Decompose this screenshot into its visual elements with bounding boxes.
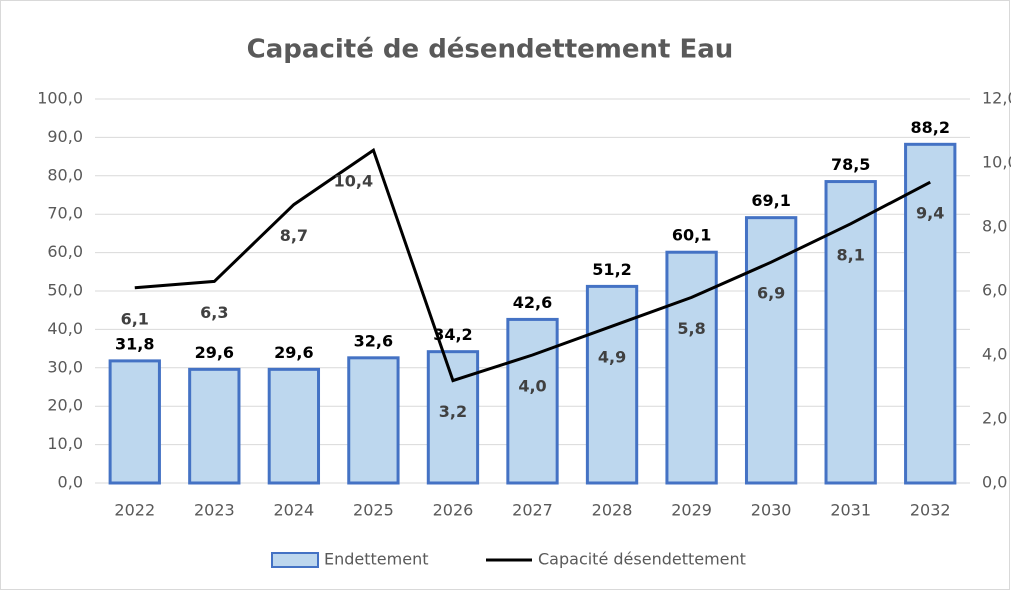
- legend-swatch: [271, 552, 319, 568]
- x-tick-label: 2022: [114, 501, 155, 520]
- bar: [824, 180, 877, 485]
- x-tick-label: 2028: [592, 501, 633, 520]
- line: [134, 147, 931, 383]
- line-value-label: 5,8: [677, 319, 705, 338]
- bar: [506, 317, 559, 485]
- x-tick-label: 2027: [512, 501, 553, 520]
- bar-value-label: 69,1: [751, 191, 790, 210]
- bar: [188, 367, 241, 485]
- x-tick-label: 2026: [433, 501, 474, 520]
- y2-tick-label: 2,0: [982, 409, 1007, 428]
- bar-value-label: 60,1: [672, 226, 711, 245]
- x-tick-label: 2023: [194, 501, 235, 520]
- bar: [426, 350, 480, 485]
- x-tick-label: 2031: [830, 501, 871, 520]
- y2-tick-label: 12,0: [982, 89, 1011, 108]
- x-tick-label: 2025: [353, 501, 394, 520]
- bar-value-label: 42,6: [513, 293, 552, 312]
- bar-value-label: 51,2: [592, 260, 631, 279]
- bar-value-label: 29,6: [195, 343, 234, 362]
- legend-label: Endettement: [324, 550, 428, 569]
- y-tick-label: 80,0: [47, 165, 83, 184]
- y2-tick-label: 8,0: [982, 217, 1007, 236]
- y-tick-label: 40,0: [47, 319, 83, 338]
- y-tick-label: 90,0: [47, 127, 83, 146]
- bar: [744, 216, 798, 485]
- y-tick-label: 50,0: [47, 281, 83, 300]
- x-tick-label: 2029: [671, 501, 712, 520]
- x-tick-label: 2032: [910, 501, 951, 520]
- bar: [267, 367, 321, 485]
- line-value-label: 3,2: [439, 402, 467, 421]
- line-value-label: 10,4: [334, 172, 373, 191]
- y-tick-label: 70,0: [47, 204, 83, 223]
- bar-value-label: 31,8: [115, 334, 154, 353]
- line-value-label: 4,0: [518, 377, 546, 396]
- line-value-label: 6,3: [200, 303, 228, 322]
- bar: [665, 250, 718, 485]
- y-tick-label: 30,0: [47, 357, 83, 376]
- line-value-label: 4,9: [598, 348, 626, 367]
- chart-title: Capacité de désendettement Eau: [247, 35, 734, 65]
- y-tick-label: 100,0: [37, 89, 83, 108]
- line-value-label: 6,9: [757, 284, 785, 303]
- y-tick-label: 60,0: [47, 242, 83, 261]
- y2-tick-label: 0,0: [982, 473, 1007, 492]
- bar: [585, 284, 639, 485]
- bar: [904, 142, 957, 485]
- y2-tick-label: 6,0: [982, 281, 1007, 300]
- y-tick-label: 10,0: [47, 434, 83, 453]
- line-value-label: 8,1: [837, 245, 865, 264]
- bar-value-label: 32,6: [354, 331, 393, 350]
- bar-value-label: 78,5: [831, 155, 870, 174]
- y-tick-label: 20,0: [47, 396, 83, 415]
- x-tick-label: 2030: [751, 501, 792, 520]
- bar: [108, 359, 161, 485]
- y2-tick-label: 10,0: [982, 153, 1011, 172]
- line-value-label: 6,1: [121, 309, 149, 328]
- line-value-label: 9,4: [916, 204, 944, 223]
- line-value-label: 8,7: [280, 226, 308, 245]
- bar-value-label: 34,2: [433, 325, 472, 344]
- y-tick-label: 0,0: [58, 473, 83, 492]
- bar-value-label: 88,2: [910, 118, 949, 137]
- bar: [347, 356, 400, 485]
- y2-tick-label: 4,0: [982, 345, 1007, 364]
- bar-value-label: 29,6: [274, 343, 313, 362]
- x-tick-label: 2024: [274, 501, 315, 520]
- legend-label: Capacité désendettement: [538, 550, 746, 569]
